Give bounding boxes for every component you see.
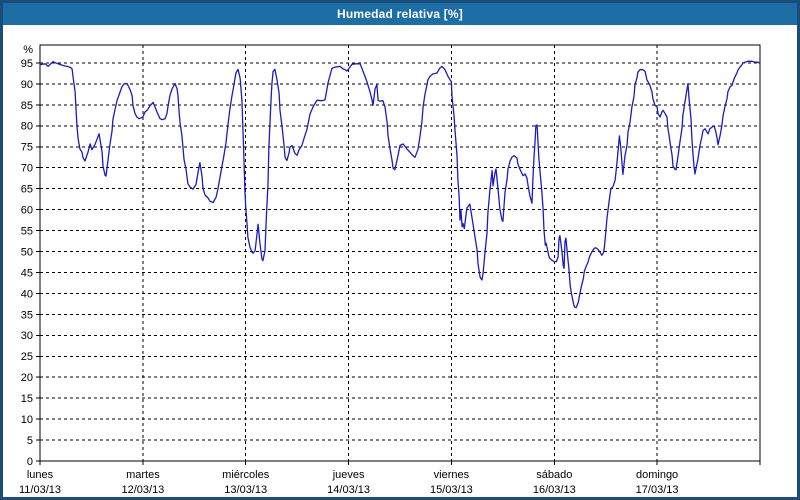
svg-text:75: 75: [21, 142, 33, 154]
x-tick-date: 11/03/13: [19, 484, 61, 496]
svg-text:65: 65: [21, 184, 33, 196]
svg-text:35: 35: [21, 309, 33, 321]
x-tick-weekday: martes: [126, 469, 160, 481]
svg-text:90: 90: [21, 79, 33, 91]
x-tick-date: 13/03/13: [224, 484, 267, 496]
window-title: Humedad relativa [%]: [3, 3, 797, 25]
svg-text:45: 45: [21, 267, 33, 279]
x-tick-date: 16/03/13: [533, 484, 576, 496]
x-tick-weekday: domingo: [636, 469, 678, 481]
chart-area: 0 5 10 15 20 25 30 35 40 45 50 55 60 65 70 75 80 85 90 95% l…: [3, 25, 797, 497]
y-axis-unit: %: [23, 44, 33, 56]
x-tick-date: 12/03/13: [121, 484, 164, 496]
svg-text:15: 15: [21, 393, 33, 405]
svg-text:85: 85: [21, 100, 33, 112]
svg-text:70: 70: [21, 163, 33, 175]
svg-text:55: 55: [21, 225, 33, 237]
svg-text:25: 25: [21, 351, 33, 363]
svg-text:60: 60: [21, 204, 33, 216]
svg-text:30: 30: [21, 330, 33, 342]
x-tick-weekday: lunes: [27, 469, 54, 481]
svg-text:20: 20: [21, 372, 33, 384]
humidity-line-chart: 0 5 10 15 20 25 30 35 40 45 50 55 60 65 70 75 80 85 90 95% l…: [19, 44, 761, 496]
svg-text:95: 95: [21, 58, 33, 70]
x-tick-date: 17/03/13: [636, 484, 679, 496]
svg-text:50: 50: [21, 246, 33, 258]
x-tick-weekday: viernes: [434, 469, 470, 481]
svg-text:0: 0: [27, 456, 33, 468]
x-tick-weekday: jueves: [332, 469, 365, 481]
humidity-series: [39, 60, 761, 309]
x-tick-weekday: sábado: [536, 469, 572, 481]
svg-text:40: 40: [21, 288, 33, 300]
svg-text:5: 5: [27, 435, 33, 447]
x-tick-weekday: miércoles: [222, 469, 270, 481]
x-tick-date: 14/03/13: [327, 484, 370, 496]
svg-text:80: 80: [21, 121, 33, 133]
x-tick-date: 15/03/13: [430, 484, 473, 496]
svg-text:10: 10: [21, 414, 33, 426]
